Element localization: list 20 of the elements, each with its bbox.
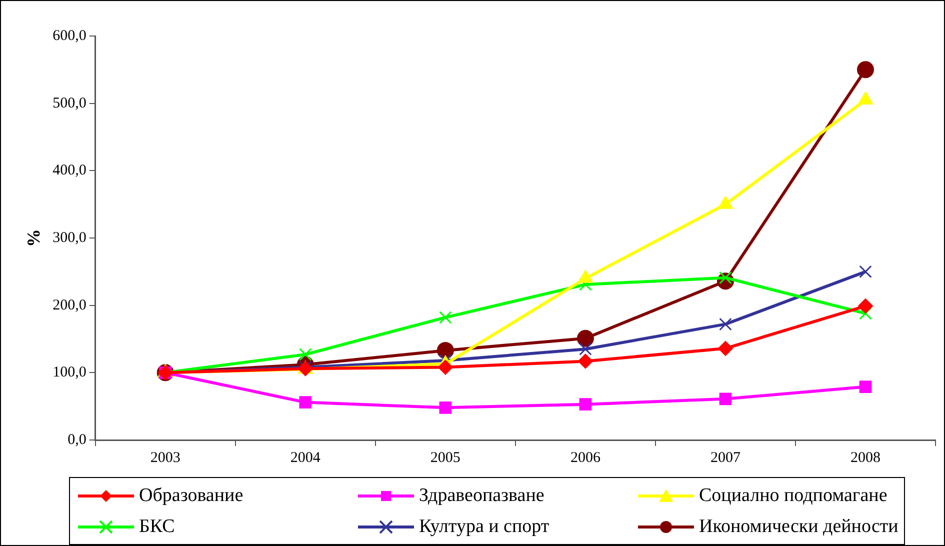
- legend-label: Икономически дейности: [699, 516, 898, 538]
- x-tick-label: 2003: [150, 450, 180, 466]
- x-tick-label: 2006: [570, 450, 601, 466]
- y-tick-label: 0,0: [68, 432, 86, 448]
- legend-label: Образование: [139, 484, 244, 506]
- x-tick-label: 2007: [710, 450, 741, 466]
- y-tick-label: 400,0: [52, 162, 86, 179]
- y-axis-title: %: [23, 229, 44, 247]
- legend-label: Социално подпомагане: [699, 484, 888, 506]
- legend-label: БКС: [139, 516, 175, 538]
- x-tick-label: 2005: [430, 450, 460, 466]
- y-tick-label: 100,0: [52, 364, 86, 381]
- x-tick-label: 2008: [850, 450, 880, 466]
- legend-label: Здравеопазване: [419, 484, 544, 506]
- y-tick-label: 500,0: [52, 95, 86, 112]
- y-tick-label: 600,0: [52, 28, 86, 44]
- y-tick-label: 200,0: [52, 297, 86, 314]
- x-tick-label: 2004: [290, 450, 321, 466]
- legend-label: Култура и спорт: [419, 516, 550, 538]
- y-tick-label: 300,0: [52, 230, 86, 246]
